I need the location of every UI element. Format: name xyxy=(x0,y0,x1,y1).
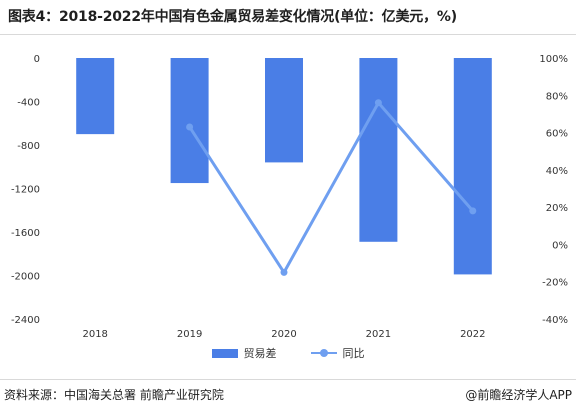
x-tick-label: 2020 xyxy=(271,329,296,340)
footer-divider xyxy=(0,379,576,380)
bar xyxy=(265,58,303,163)
x-tick-label: 2022 xyxy=(460,329,485,340)
right-tick-label: 80% xyxy=(546,91,568,102)
right-tick-label: -40% xyxy=(542,315,568,326)
right-tick-label: 0% xyxy=(552,240,568,251)
left-tick-label: -2000 xyxy=(11,272,40,283)
yoy-line xyxy=(188,101,474,274)
right-tick-label: 40% xyxy=(546,166,568,177)
left-tick-label: -400 xyxy=(17,98,40,109)
x-axis: 2018 2019 2020 2021 2022 xyxy=(82,329,485,340)
line-point xyxy=(469,207,477,215)
title-divider xyxy=(0,34,576,35)
chart-title: 图表4：2018-2022年中国有色金属贸易差变化情况(单位：亿美元，%) xyxy=(8,9,457,25)
bar xyxy=(170,58,209,184)
legend-bar-swatch xyxy=(211,348,238,358)
legend-item-bar: 贸易差 xyxy=(211,345,277,361)
right-tick-label: 60% xyxy=(546,129,568,140)
line-point xyxy=(186,123,194,131)
left-tick-label: -1600 xyxy=(11,228,40,239)
left-tick-label: 0 xyxy=(34,54,40,65)
left-tick-label: -1200 xyxy=(11,185,40,196)
left-y-axis: 0 -400 -800 -1200 -1600 -2000 -2400 xyxy=(11,54,40,326)
legend-bar-label: 贸易差 xyxy=(243,347,277,360)
legend-line-label: 同比 xyxy=(342,347,365,360)
bar xyxy=(76,58,115,135)
chart-area: 0 -400 -800 -1200 -1600 -2000 -2400 100% 80% 60%… xyxy=(11,54,568,340)
x-tick-label: 2018 xyxy=(82,329,107,340)
right-y-axis: 100% 80% 60% 40% 20% 0% -20% -40% xyxy=(539,54,568,326)
right-tick-label: -20% xyxy=(542,278,568,289)
left-tick-label: -800 xyxy=(17,141,40,152)
trade-balance-bars xyxy=(76,58,492,275)
legend-line-swatch xyxy=(310,348,337,358)
legend-item-line: 同比 xyxy=(310,345,365,361)
credit-note: @前瞻经济学人APP xyxy=(465,388,572,402)
right-tick-label: 100% xyxy=(539,54,568,65)
line-point xyxy=(280,268,288,276)
legend: 贸易差 同比 xyxy=(0,345,576,361)
right-tick-label: 20% xyxy=(546,203,568,214)
line-point xyxy=(374,99,382,107)
yoy-line-series xyxy=(186,99,477,276)
left-tick-label: -2400 xyxy=(11,315,40,326)
bar xyxy=(359,58,398,242)
x-tick-label: 2021 xyxy=(366,329,391,340)
source-note: 资料来源：中国海关总署 前瞻产业研究院 xyxy=(4,388,224,402)
x-tick-label: 2019 xyxy=(177,329,202,340)
bar xyxy=(453,58,492,275)
